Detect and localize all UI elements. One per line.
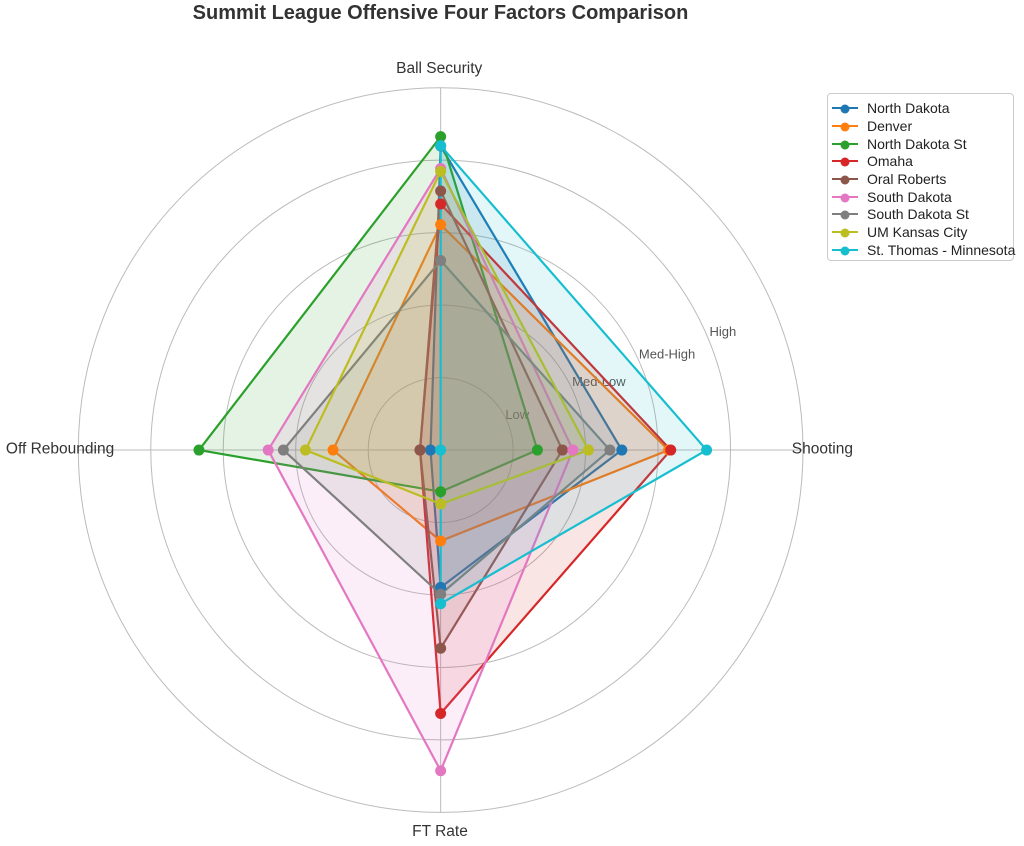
svg-text:High: High [709, 324, 736, 339]
svg-text:Ball Security: Ball Security [396, 60, 482, 77]
svg-text:Shooting: Shooting [792, 441, 853, 458]
svg-text:FT Rate: FT Rate [412, 823, 468, 840]
svg-text:Med-High: Med-High [639, 347, 695, 362]
svg-text:Off Rebounding: Off Rebounding [6, 441, 114, 458]
